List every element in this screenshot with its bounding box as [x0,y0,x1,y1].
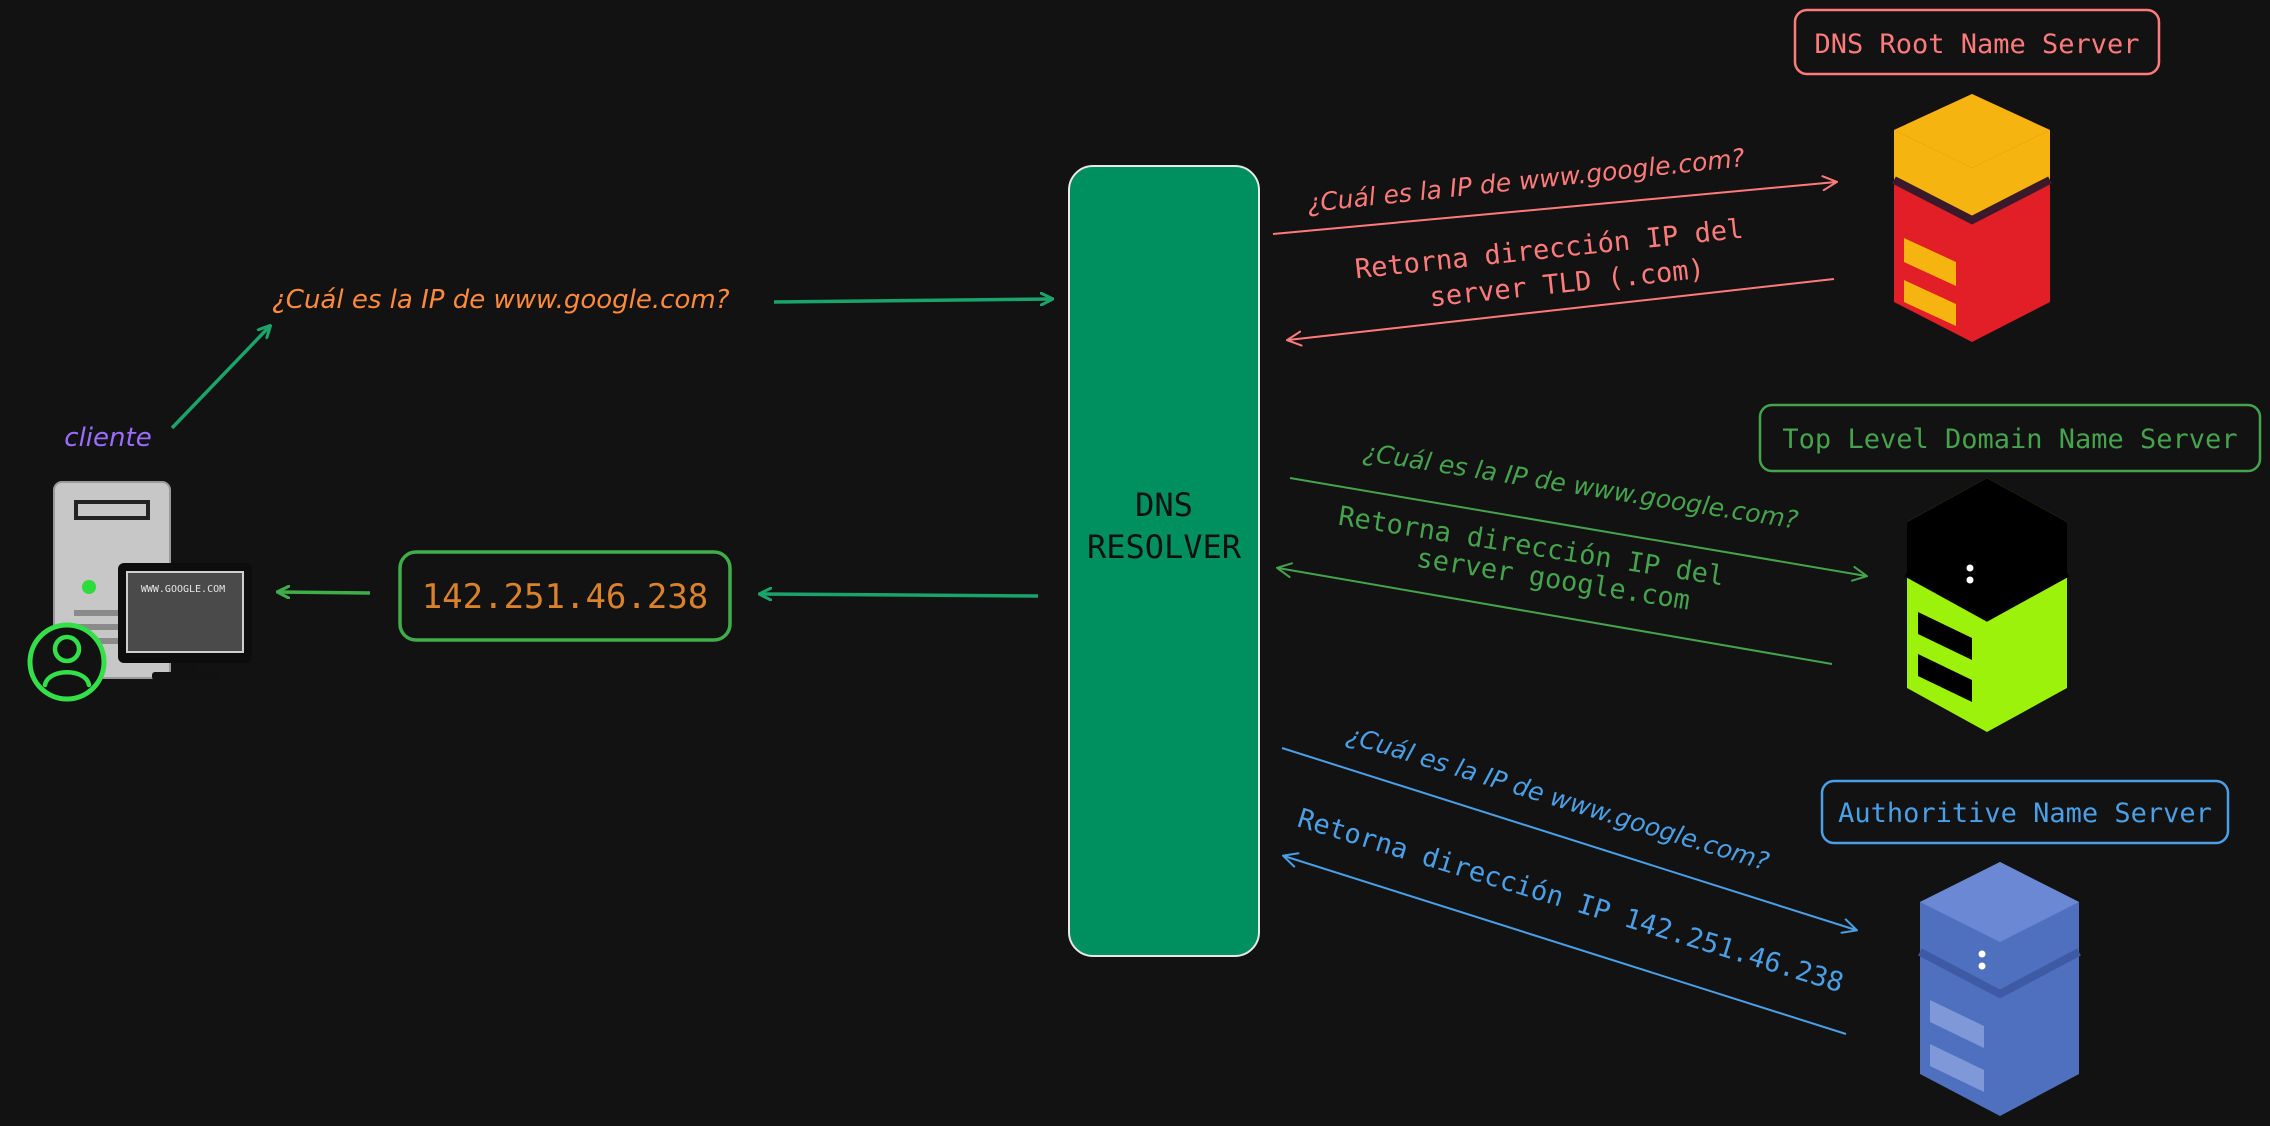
resolver-label-line2: RESOLVER [1087,528,1242,566]
tld-reply-arrow [1278,568,1833,665]
tld-query-arrow [1289,477,1866,576]
tld-server-title: Top Level Domain Name Server [1782,424,2237,455]
answer-ip: 142.251.46.238 [422,577,709,617]
root-reply-arrow [1288,278,1835,340]
screen-text: WWW.GOOGLE.COM [141,584,225,595]
tld-server-title-box [1758,403,2262,473]
root-server-title: DNS Root Name Server [1814,29,2139,60]
question-to-resolver-arrow [773,299,1052,302]
answer-box [398,550,732,642]
computer-user-icon: WWW.GOOGLE.COM [27,481,252,702]
dns-resolver-box [1068,165,1260,957]
client-label: cliente [64,423,151,453]
resolver-to-answer-arrow [760,594,1039,596]
root-question: ¿Cuál es la IP de www.google.com? [1306,143,1747,218]
auth-server-title: Authoritive Name Server [1838,798,2212,829]
resolver-label-line1: DNS [1135,486,1193,524]
root-query-arrow [1272,182,1836,235]
root-server-icon [1892,94,2052,342]
client-question: ¿Cuál es la IP de www.google.com? [272,285,730,315]
answer-to-client-arrow [278,592,371,593]
root-server-title-box [1793,8,2161,76]
auth-reply-arrow [1284,856,1847,1035]
auth-server-title-box [1820,779,2230,845]
client-to-question-arrow [170,326,270,430]
tld-server-icon [1904,478,2070,732]
auth-server-icon [1918,862,2081,1116]
auth-query-arrow [1281,747,1856,930]
